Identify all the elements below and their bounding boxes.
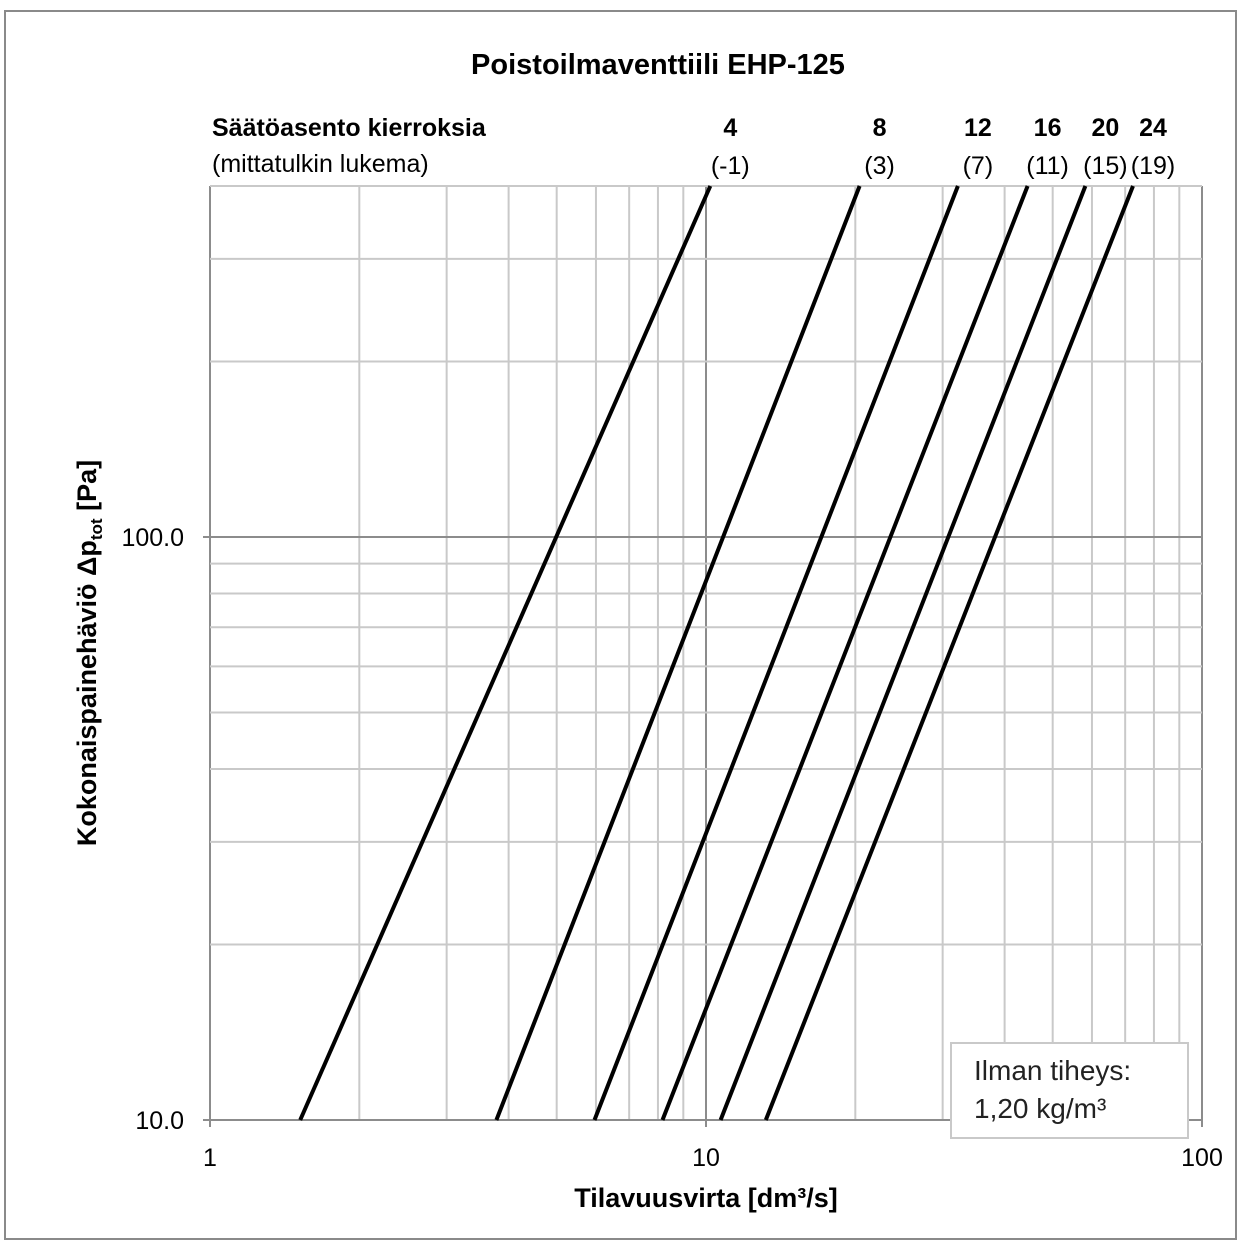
series-reading-label-4: (-1) [711,152,750,180]
density-note-line1: Ilman tiheys: [974,1055,1131,1086]
series-setting-label-12: 12 [964,114,992,142]
y-tick-label: 100.0 [121,524,184,552]
y-axis-label-unit: [Pa] [72,460,102,519]
series-reading-label-24: (19) [1131,152,1175,180]
density-note: Ilman tiheys: 1,20 kg/m³ [950,1042,1189,1139]
y-axis-label: Kokonaispainehäviö Δptot [Pa] [72,460,106,846]
series-line-20 [718,185,1088,1121]
series-line-16 [660,185,1030,1121]
series-reading-label-20: (15) [1083,152,1127,180]
x-tick-label: 1 [203,1144,217,1172]
series-reading-label-8: (3) [864,152,895,180]
series-line-4 [298,185,713,1121]
series-reading-label-16: (11) [1026,152,1069,180]
series-setting-label-16: 16 [1034,114,1062,142]
x-tick-labels: 1 10 100 [203,1144,1223,1172]
header-sublabel: (mittatulkin lukema) [212,150,429,178]
header-label: Säätöasento kierroksia [212,114,487,142]
series-labels: 4 (-1) 8 (3) 12 (7) 16 (11) 20 (15) 24 (19) [711,114,1175,180]
series-setting-label-4: 4 [723,114,737,142]
series-reading-label-12: (7) [963,152,994,180]
series-setting-label-24: 24 [1139,114,1167,142]
grid [203,185,1203,1127]
density-note-box [950,1042,1189,1139]
y-axis-label-subscript: tot [87,518,106,540]
density-note-line2: 1,20 kg/m³ [974,1093,1106,1124]
series-curves [298,185,1135,1121]
series-setting-label-20: 20 [1091,114,1119,142]
series-line-8 [494,185,862,1121]
y-axis-label-main: Kokonaispainehäviö Δp [72,540,102,846]
x-tick-label: 100 [1181,1144,1223,1172]
series-setting-label-8: 8 [873,114,887,142]
y-tick-label: 10.0 [135,1107,184,1135]
x-axis-label: Tilavuusvirta [dm³/s] [574,1183,838,1213]
y-tick-labels: 10.0 100.0 [121,524,184,1135]
series-line-24 [763,185,1135,1121]
series-line-12 [592,185,960,1121]
chart-title: Poistoilmaventtiili EHP-125 [471,49,845,81]
x-tick-label: 10 [692,1144,720,1172]
